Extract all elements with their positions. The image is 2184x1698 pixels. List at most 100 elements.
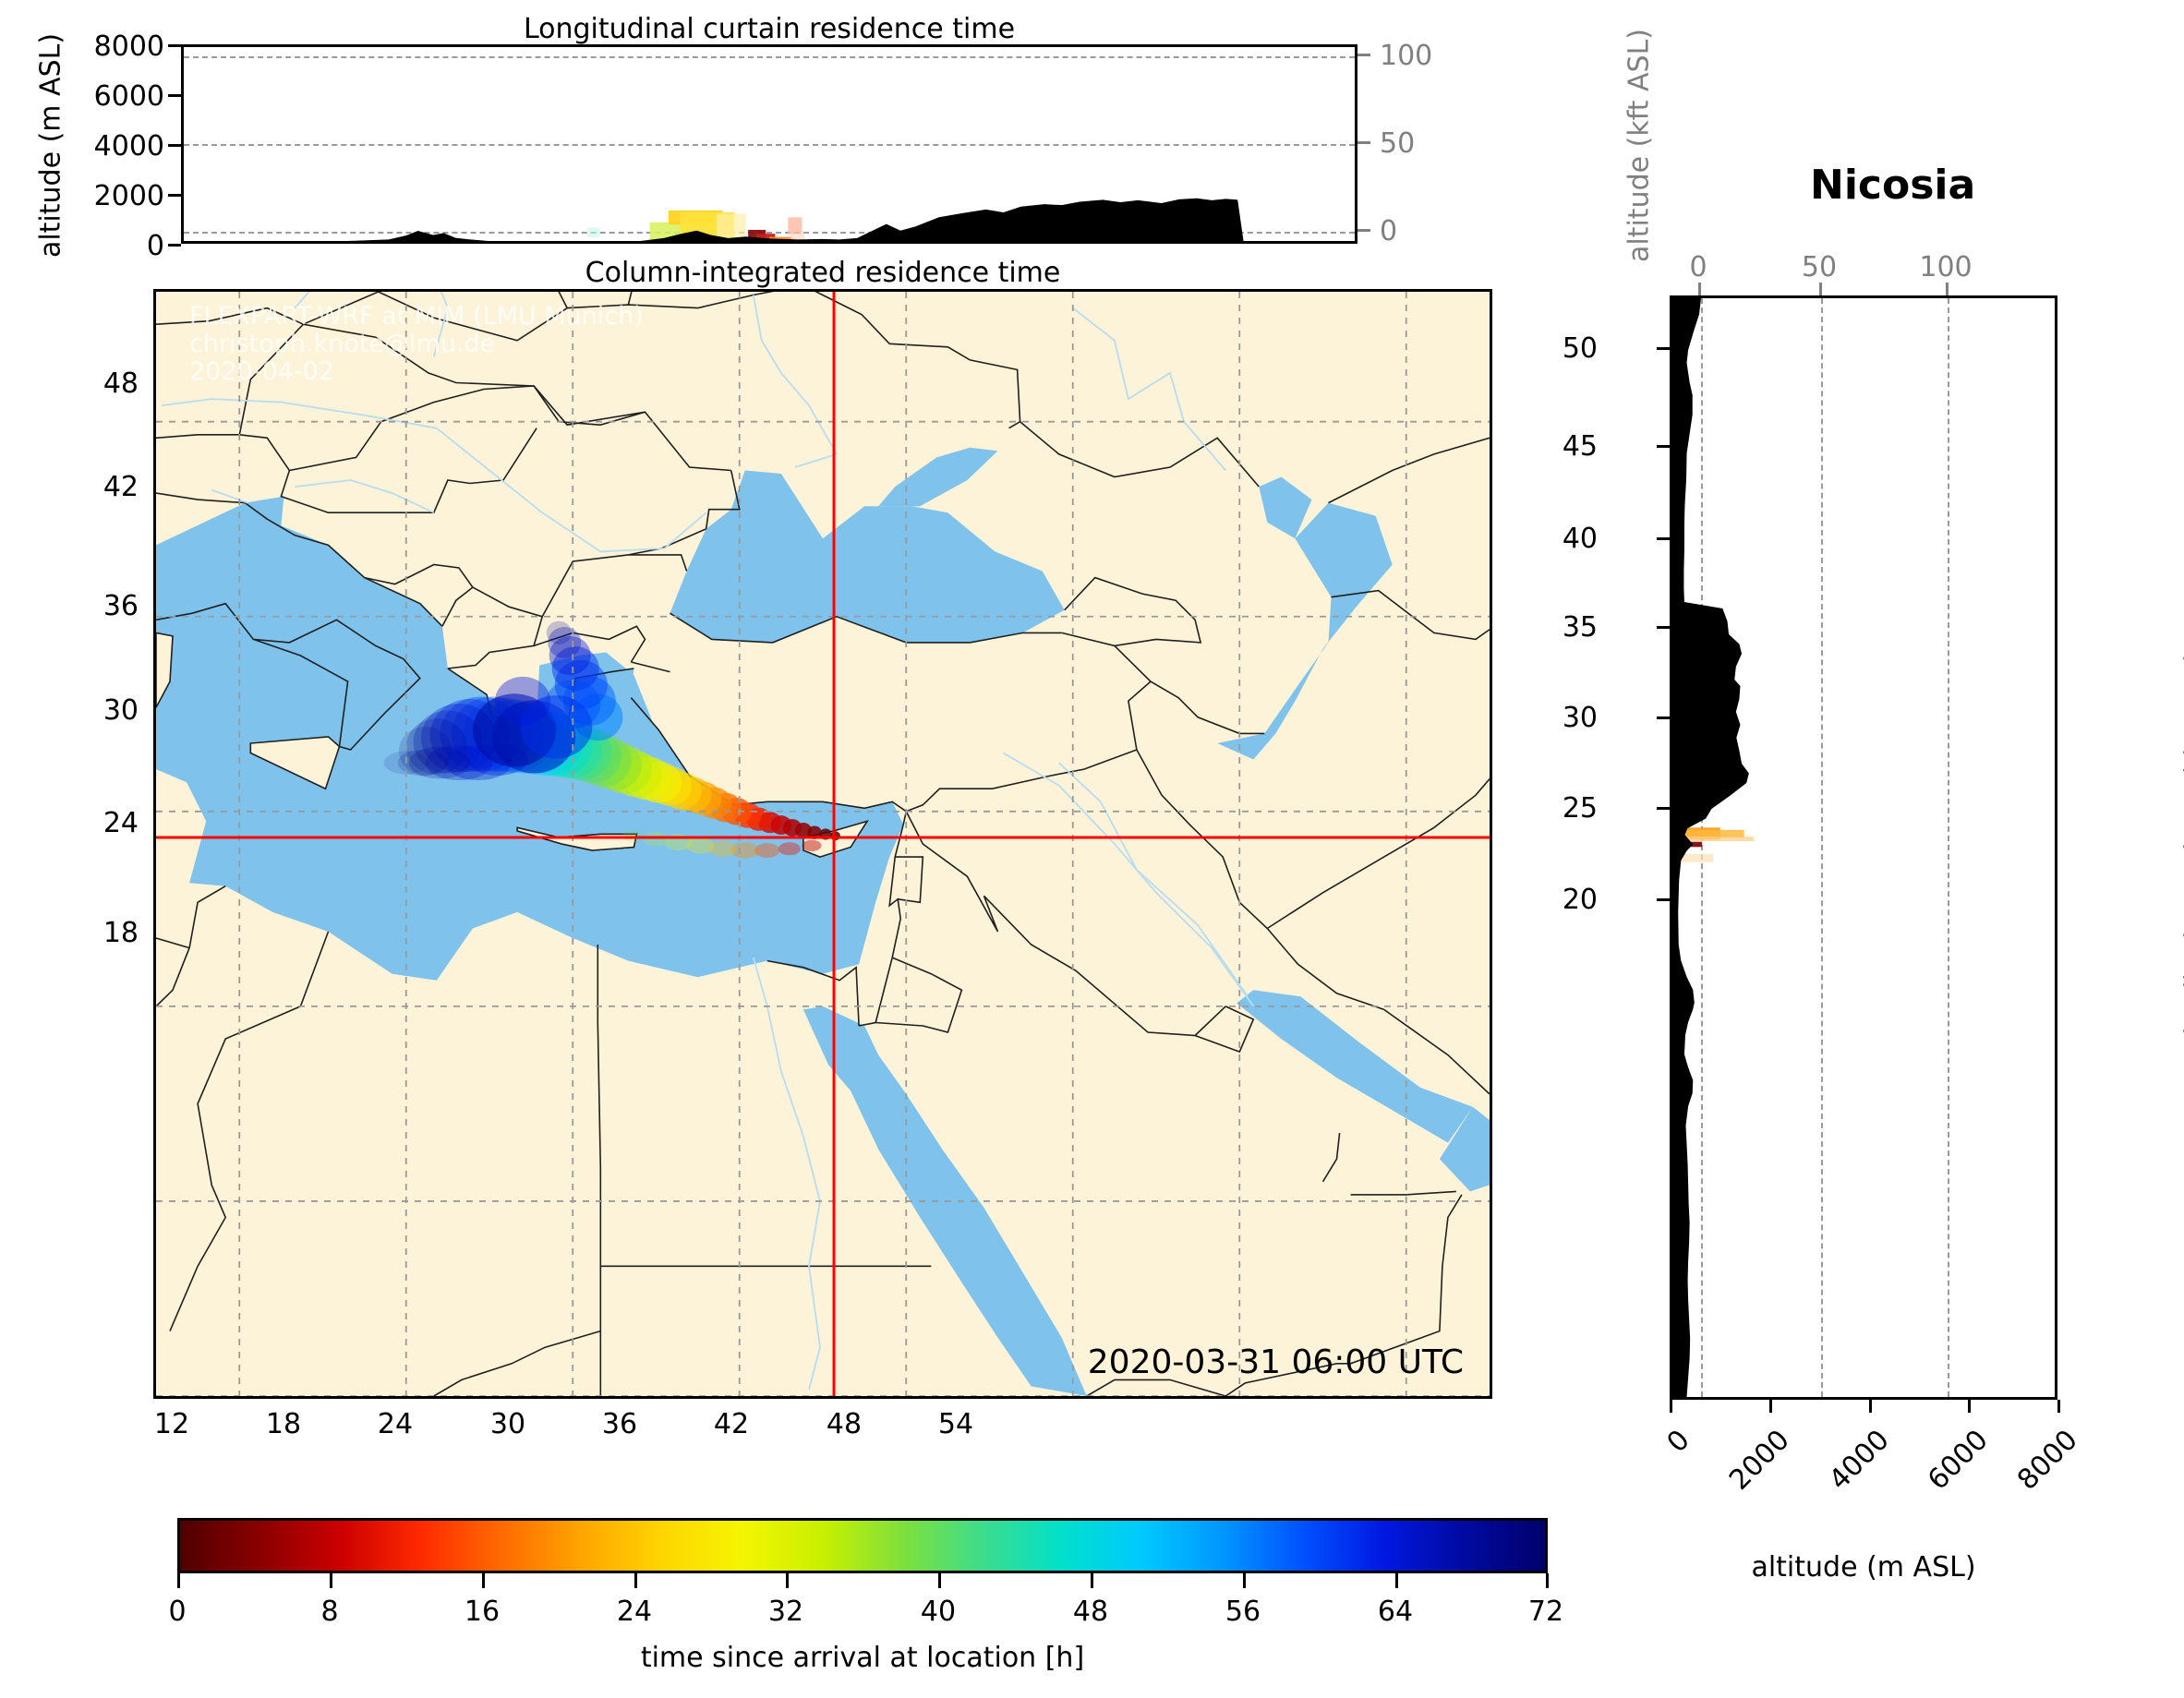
lat-xtick-mark-0 [1670, 1400, 1672, 1413]
border-czech [238, 323, 535, 435]
plume-patch-7 [769, 236, 793, 241]
border-caucasus [1061, 576, 1202, 647]
plume-filament-south-4 [708, 840, 737, 858]
ytick-label-4000: 4000 [93, 130, 164, 163]
longitudinal-curtain-data [184, 198, 1355, 241]
lat-xtick-mark-4000 [1869, 1400, 1872, 1413]
persian-gulf [1237, 990, 1473, 1143]
cbar-tick-mark-16 [482, 1573, 485, 1588]
longitudinal-curtain-ylabel: altitude (m ASL) [34, 32, 67, 259]
border-moldova [705, 470, 741, 529]
lat-xtick-label-0: 0 [1660, 1424, 1696, 1460]
border-dardanelles [631, 661, 670, 673]
map-xtick-label-54: 54 [937, 1408, 974, 1440]
map-xtick-label-42: 42 [713, 1408, 750, 1440]
plume-blob-35 [413, 710, 483, 774]
lat-xtick-label-kft-50: 50 [1801, 251, 1838, 283]
lat-xtick-label-6000: 6000 [1922, 1424, 1995, 1497]
colorbar-label: time since arrival at location [h] [640, 1642, 1085, 1674]
lat-ytick-label-25: 25 [1562, 792, 1598, 825]
map-ytick-label-24: 24 [103, 807, 139, 839]
italy-north [156, 492, 246, 504]
map-ytick-label-42: 42 [103, 471, 139, 503]
longitudinal-curtain-title: Longitudinal curtain residence time [523, 13, 1016, 45]
cbar-tick-label-48: 48 [1072, 1596, 1109, 1628]
ytick-mark-2000 [168, 194, 181, 197]
border-lebanon [895, 856, 924, 904]
map-xtick-label-12: 12 [153, 1408, 190, 1440]
plume-patch-9 [790, 234, 805, 241]
map-xtick-label-18: 18 [265, 1408, 302, 1440]
longitudinal-curtain-plot [181, 44, 1357, 244]
lat-terrain-silhouette [1672, 298, 1749, 1397]
map-ytick-label-48: 48 [103, 367, 139, 400]
river-volga [1072, 307, 1226, 472]
plume-blob-0 [830, 831, 840, 841]
border-bulgaria [472, 554, 688, 618]
lat-xtick-mark-kft-50 [1819, 283, 1822, 295]
turkey-south-coast [630, 697, 907, 813]
colorbar[interactable] [177, 1518, 1548, 1573]
ytick-label-kft-0: 0 [1380, 215, 1398, 247]
river-drava [295, 479, 435, 514]
plume-filament-south-8 [622, 829, 646, 843]
latitudinal-curtain-title: Latitudinal curtain residence time [2179, 610, 2184, 1078]
plume-blob-37 [398, 727, 452, 776]
cbar-tick-label-40: 40 [920, 1596, 957, 1628]
plume-blob-36 [405, 718, 467, 775]
ytick-mark-kft-50 [1357, 141, 1370, 144]
sea-of-azov [878, 447, 998, 507]
cbar-tick-label-32: 32 [767, 1596, 804, 1628]
river-tigris [1058, 762, 1249, 997]
plume-branch-north-6 [546, 620, 572, 645]
plume-branch-north-5 [548, 627, 582, 658]
plume-branch-north-3 [551, 646, 599, 691]
cbar-tick-mark-40 [938, 1573, 941, 1588]
border-ukraine-w [533, 385, 646, 427]
sardinia [156, 632, 174, 708]
column-integrated-map-plot[interactable]: FLEXPART-WRF at MIM (LMU Munich) christo… [153, 289, 1492, 1399]
river-danube [161, 398, 707, 553]
border-libya-s [433, 1330, 601, 1396]
plume-filament-south-5 [686, 837, 715, 854]
map-canvas [156, 292, 1490, 1396]
border-uae [1350, 1190, 1456, 1196]
lat-plume-patch-4 [1678, 854, 1713, 862]
latitudinal-curtain-xlabel: altitude (m ASL) [1751, 1551, 1976, 1584]
border-jordan [875, 957, 963, 1033]
cbar-tick-mark-24 [634, 1573, 637, 1588]
lat-gridline-x-7620 [1948, 298, 1949, 1397]
border-russia-kaz [1020, 421, 1260, 488]
lat-ytick-mark-20 [1657, 898, 1670, 901]
lat-ytick-label-30: 30 [1562, 702, 1598, 734]
plume-branch-north-4 [549, 635, 591, 676]
lat-ytick-mark-50 [1657, 347, 1670, 350]
plume-patch-0 [587, 227, 600, 238]
river-po [211, 488, 248, 504]
column-integrated-map-title: Column-integrated residence time [585, 257, 1061, 289]
border-syria-iraq-saudi [905, 811, 1226, 1037]
border-armenia-azerbaijan [1114, 644, 1265, 735]
lat-plume-patch-3 [1685, 841, 1703, 848]
plume-filament-south-1 [778, 842, 801, 856]
river-vistula [432, 292, 449, 357]
italy-coast [156, 602, 421, 751]
river-nile [752, 957, 821, 1391]
plume-patch-6 [756, 234, 776, 241]
black-sea [670, 470, 1065, 643]
plume-filament-south-7 [643, 831, 670, 847]
cbar-tick-mark-32 [786, 1573, 789, 1588]
lat-xtick-label-8000: 8000 [2011, 1424, 2084, 1497]
lat-xtick-label-kft-100: 100 [1919, 251, 1973, 283]
lat-xtick-mark-2000 [1769, 1400, 1772, 1413]
map-xtick-label-48: 48 [826, 1408, 863, 1440]
border-sinai [766, 959, 860, 1027]
lat-ytick-label-40: 40 [1562, 523, 1598, 555]
cbar-tick-mark-48 [1091, 1573, 1093, 1588]
ytick-label-8000: 8000 [93, 30, 164, 63]
turkey-north-coast [670, 612, 1062, 644]
border-iran-n [1266, 778, 1490, 930]
border-libya-algeria [169, 931, 330, 1331]
lat-xtick-mark-8000 [2057, 1400, 2060, 1413]
ytick-mark-6000 [168, 94, 181, 97]
